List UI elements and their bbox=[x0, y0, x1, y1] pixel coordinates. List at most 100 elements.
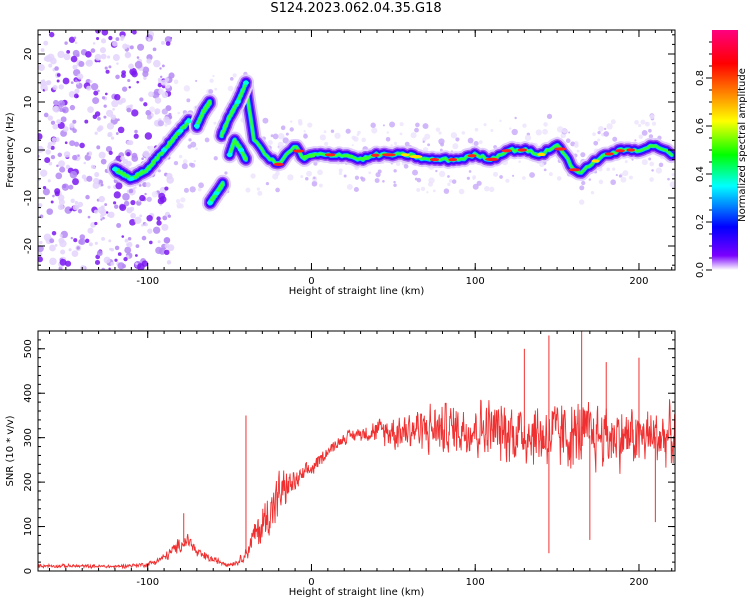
halo-point bbox=[603, 131, 610, 137]
halo-point bbox=[183, 85, 191, 92]
noise-point bbox=[72, 154, 78, 161]
halo-point bbox=[568, 131, 571, 134]
colorbar: 0.0 0.2 0.4 0.6 0.8 Normalized spectral ampli… bbox=[695, 30, 748, 278]
halo-point bbox=[622, 170, 629, 177]
noise-point bbox=[40, 169, 48, 177]
halo-point bbox=[250, 173, 256, 179]
halo-point bbox=[565, 138, 571, 144]
noise-point bbox=[131, 109, 139, 117]
noise-point bbox=[73, 36, 77, 40]
noise-point bbox=[154, 97, 162, 104]
noise-point bbox=[167, 214, 172, 218]
noise-point bbox=[59, 234, 63, 238]
halo-point bbox=[640, 119, 646, 125]
halo-point bbox=[597, 138, 601, 142]
halo-point bbox=[439, 148, 443, 152]
noise-point bbox=[54, 188, 61, 195]
halo-point bbox=[518, 160, 521, 163]
halo-point bbox=[638, 134, 644, 140]
noise-point bbox=[152, 47, 157, 52]
noise-point bbox=[147, 38, 151, 42]
hot-spot bbox=[185, 119, 192, 124]
noise-point bbox=[94, 241, 98, 245]
halo-point bbox=[606, 167, 610, 172]
noise-point bbox=[141, 235, 147, 241]
fragment-band bbox=[188, 93, 218, 136]
noise-point bbox=[74, 141, 80, 147]
noise-point bbox=[143, 76, 147, 80]
halo-point bbox=[209, 78, 214, 83]
noise-point bbox=[162, 215, 168, 221]
halo-point bbox=[390, 144, 393, 147]
hot-spot bbox=[568, 168, 581, 172]
halo-point bbox=[318, 183, 323, 188]
halo-point bbox=[435, 169, 438, 173]
noise-point bbox=[79, 142, 85, 149]
noise-point bbox=[49, 244, 56, 252]
noise-point bbox=[68, 90, 76, 98]
noise-point bbox=[86, 175, 93, 182]
halo-point bbox=[175, 198, 181, 204]
hot-spot bbox=[342, 154, 354, 158]
halo-point bbox=[455, 137, 460, 142]
hot-spot bbox=[429, 158, 440, 162]
noise-point bbox=[119, 204, 127, 211]
noise-point bbox=[145, 182, 151, 188]
halo-point bbox=[393, 180, 396, 184]
spectrogram-marks bbox=[38, 30, 675, 270]
chart-title: S124.2023.062.04.35.G18 bbox=[270, 1, 442, 16]
fragment-band bbox=[213, 74, 254, 145]
halo-point bbox=[438, 170, 446, 178]
noise-point bbox=[44, 157, 51, 164]
noise-point bbox=[70, 81, 74, 84]
y-tick-label: -20 bbox=[23, 238, 34, 254]
halo-point bbox=[499, 119, 502, 122]
noise-point bbox=[110, 261, 115, 266]
halo-point bbox=[368, 171, 372, 175]
noise-point bbox=[111, 100, 119, 108]
halo-point bbox=[229, 77, 234, 81]
noise-point bbox=[40, 48, 45, 52]
noise-point bbox=[101, 267, 106, 270]
noise-point bbox=[105, 211, 109, 214]
hot-spot bbox=[193, 124, 200, 128]
noise-point bbox=[73, 238, 78, 243]
noise-point bbox=[126, 243, 130, 247]
halo-point bbox=[641, 159, 648, 166]
noise-point bbox=[50, 145, 55, 150]
halo-point bbox=[277, 132, 285, 140]
noise-point bbox=[142, 66, 150, 74]
noise-point bbox=[125, 51, 131, 58]
noise-point bbox=[59, 166, 66, 173]
noise-point bbox=[52, 84, 58, 91]
noise-point bbox=[117, 126, 125, 134]
halo-point bbox=[579, 199, 585, 205]
noise-point bbox=[159, 67, 162, 70]
noise-point bbox=[148, 91, 154, 98]
noise-point bbox=[57, 100, 65, 108]
noise-point bbox=[135, 244, 140, 249]
fragment-band-layer bbox=[228, 138, 248, 161]
colorbar-tick-label: 0.4 bbox=[695, 166, 706, 182]
halo-point bbox=[300, 175, 304, 179]
halo-point bbox=[468, 170, 472, 173]
halo-point bbox=[580, 152, 586, 158]
noise-point bbox=[114, 258, 118, 262]
halo-point bbox=[539, 162, 545, 168]
noise-point bbox=[137, 43, 145, 51]
noise-point bbox=[96, 127, 102, 133]
noise-point bbox=[160, 40, 165, 45]
halo-point bbox=[509, 127, 512, 130]
halo-point bbox=[452, 143, 459, 150]
noise-point bbox=[165, 118, 172, 126]
snr-series-line bbox=[38, 399, 675, 570]
noise-point bbox=[110, 114, 117, 120]
halo-point bbox=[195, 147, 198, 151]
noise-point bbox=[116, 62, 119, 65]
halo-point bbox=[181, 163, 188, 170]
x-tick-label: -100 bbox=[136, 577, 159, 588]
halo-point bbox=[671, 173, 675, 177]
noise-point bbox=[90, 83, 99, 91]
halo-point bbox=[499, 175, 503, 179]
